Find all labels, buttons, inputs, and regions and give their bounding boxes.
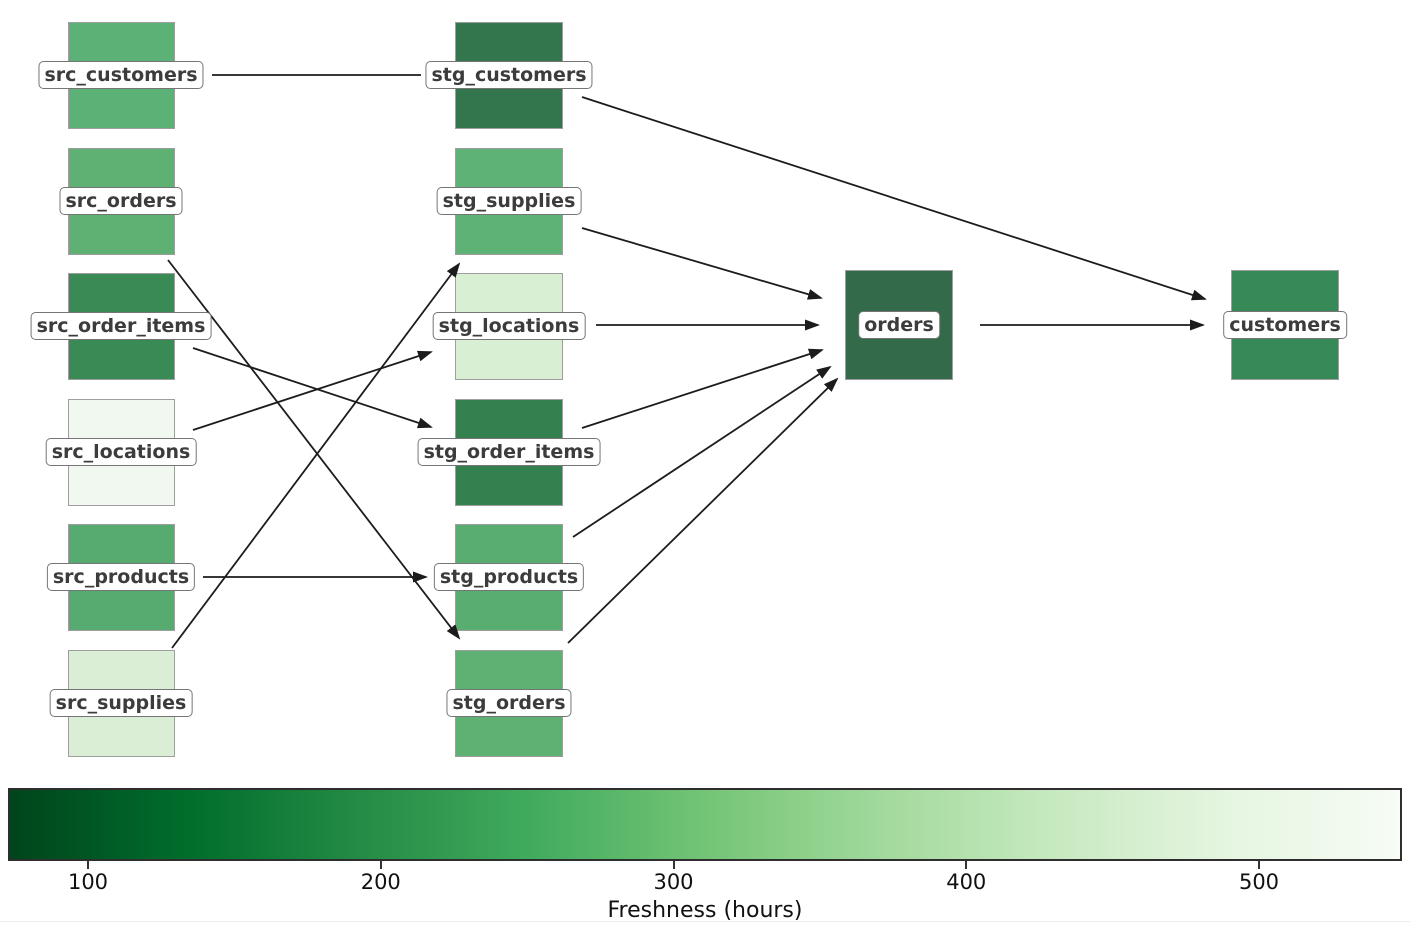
edge-src_orders-to-stg_orders bbox=[167, 259, 461, 640]
colorbar-tick bbox=[1258, 861, 1260, 869]
colorbar-tick bbox=[87, 861, 89, 869]
colorbar: 100 200 300 400 500 Freshness (hours) bbox=[0, 780, 1410, 926]
colorbar-tick-label: 400 bbox=[946, 870, 987, 894]
node-label-src_products: src_products bbox=[46, 563, 196, 591]
edge-stg_order_items-to-orders bbox=[581, 348, 824, 429]
node-label-customers: customers bbox=[1223, 311, 1347, 339]
node-label-stg_customers: stg_customers bbox=[425, 61, 593, 89]
node-label-src_order_items: src_order_items bbox=[30, 312, 212, 340]
node-label-stg_orders: stg_orders bbox=[446, 689, 572, 717]
node-label-src_supplies: src_supplies bbox=[49, 689, 193, 717]
colorbar-tick-label: 300 bbox=[653, 870, 694, 894]
colorbar-tick-label: 500 bbox=[1238, 870, 1280, 894]
colorbar-tick-label: 100 bbox=[67, 870, 109, 894]
edge-stg_orders-to-orders bbox=[567, 377, 839, 644]
edge-stg_supplies-to-orders bbox=[581, 227, 823, 300]
node-label-stg_products: stg_products bbox=[433, 563, 585, 591]
edge-src_locations-to-stg_locations bbox=[192, 350, 433, 431]
edge-stg_products-to-orders bbox=[572, 365, 832, 538]
colorbar-gradient bbox=[8, 788, 1402, 861]
node-label-stg_supplies: stg_supplies bbox=[436, 187, 582, 215]
colorbar-tick bbox=[965, 861, 968, 869]
node-label-orders: orders bbox=[858, 311, 940, 339]
colorbar-tick bbox=[672, 861, 675, 869]
colorbar-axis-label: Freshness (hours) bbox=[607, 898, 803, 923]
node-label-src_locations: src_locations bbox=[45, 438, 197, 466]
node-label-src_customers: src_customers bbox=[38, 61, 204, 89]
colorbar-tick bbox=[379, 861, 382, 869]
edge-stg_customers-to-customers bbox=[581, 96, 1207, 301]
node-label-src_orders: src_orders bbox=[59, 187, 183, 215]
edge-src_order_items-to-stg_order_items bbox=[192, 347, 433, 429]
bottom-rule bbox=[0, 921, 1410, 922]
node-label-stg_locations: stg_locations bbox=[432, 312, 586, 340]
colorbar-tick-label: 200 bbox=[360, 870, 401, 894]
node-label-stg_order_items: stg_order_items bbox=[417, 438, 601, 466]
edge-src_supplies-to-stg_supplies bbox=[171, 262, 461, 649]
edges-layer bbox=[167, 74, 1207, 649]
